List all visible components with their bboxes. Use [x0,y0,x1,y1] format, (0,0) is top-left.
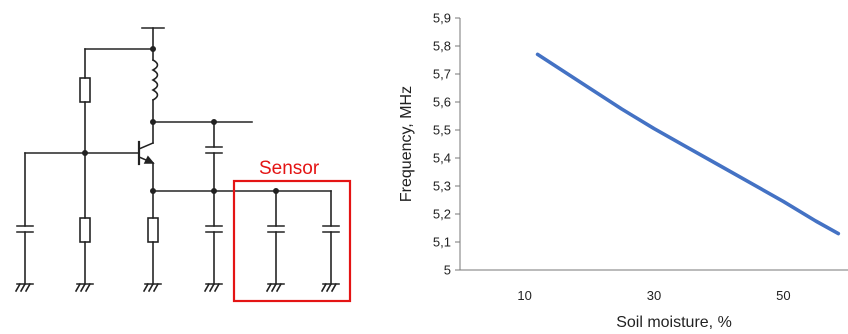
y-axis-title: Frequency, MHz [398,86,415,202]
sensor-label: Sensor [259,158,320,179]
x-axis-ticks: 10 30 50 [517,288,790,303]
emitter-arrow-icon [143,155,155,164]
circuit-schematic [14,27,340,293]
ground-icon [203,282,223,293]
series-layer [535,52,841,236]
y-tick-label: 5,8 [433,39,451,54]
x-tick-label: 10 [517,288,531,303]
ground-icon [320,282,340,293]
junction [150,45,157,52]
ground-icon [74,282,94,293]
y-tick-label: 5,7 [433,67,451,82]
x-tick-label: 50 [776,288,790,303]
y-tick-label: 5,1 [433,235,451,250]
y-tick-label: 5,4 [433,151,451,166]
y-tick-label: 5,3 [433,179,451,194]
ground-icon [142,282,162,293]
ground-icon [265,282,285,293]
resistor-symbol [79,77,91,103]
sensor-box [232,179,352,303]
transistor-collector [137,141,155,151]
ground-icon [14,282,34,293]
frequency-series-line [535,52,841,236]
x-axis-title: Soil moisture, % [616,314,732,331]
y-axis-ticks: 5 5,1 5,2 5,3 5,4 5,5 5,6 5,7 5,8 5,9 [433,11,460,278]
resistor-symbol [79,217,91,243]
resistor-symbol [147,217,159,243]
y-tick-label: 5 [444,263,451,278]
y-tick-label: 5,2 [433,207,451,222]
y-tick-label: 5,9 [433,11,451,26]
y-tick-label: 5,6 [433,95,451,110]
x-tick-label: 30 [647,288,661,303]
y-tick-label: 5,5 [433,123,451,138]
frequency-moisture-chart: 5 5,1 5,2 5,3 5,4 5,5 5,6 5,7 5,8 5,9 10 30 50 Freq… [398,11,848,331]
inductor-symbol [151,58,159,102]
